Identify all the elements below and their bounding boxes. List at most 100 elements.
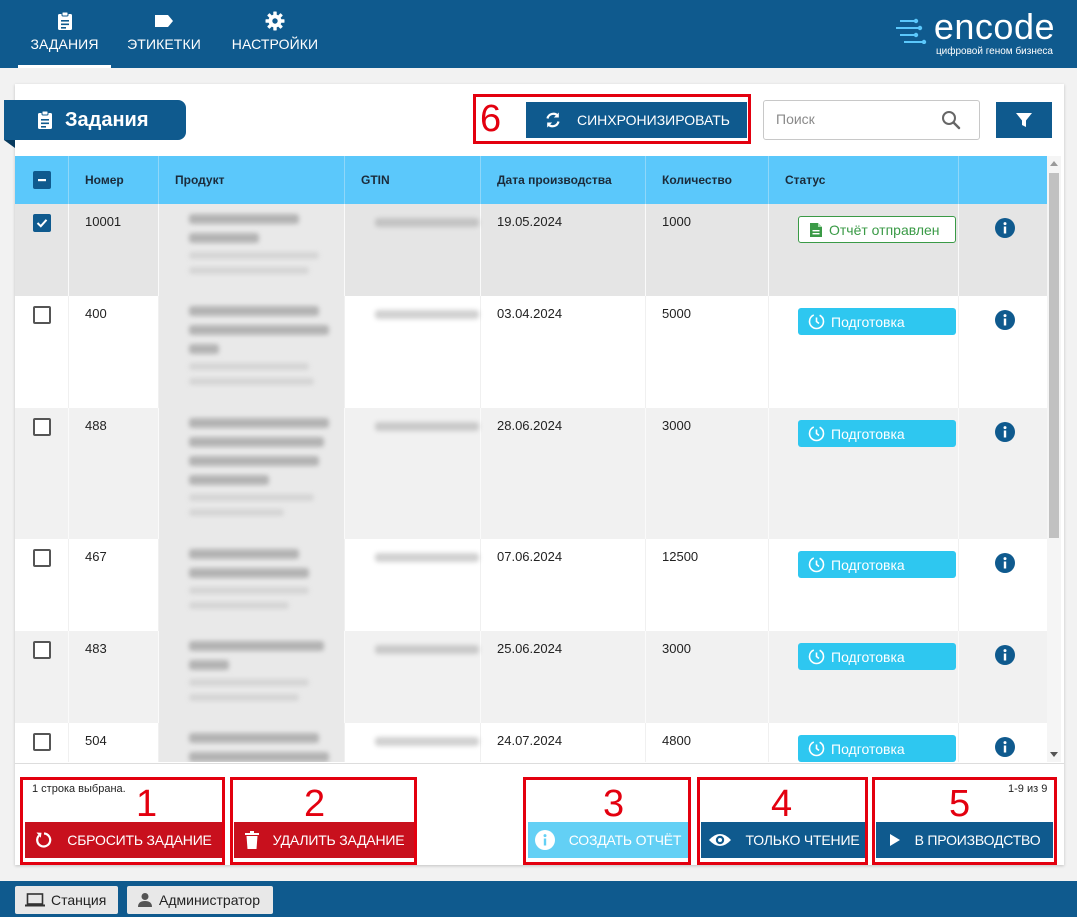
filter-icon bbox=[1015, 111, 1033, 129]
encode-logo: encode цифровой геном бизнеса bbox=[895, 9, 1055, 57]
row-checkbox[interactable] bbox=[32, 641, 51, 659]
column-header-actions bbox=[959, 156, 1049, 204]
info-icon[interactable] bbox=[995, 645, 1015, 665]
clipboard-icon bbox=[37, 110, 53, 130]
cell-product-redacted bbox=[159, 296, 345, 408]
cell-product-redacted bbox=[159, 204, 345, 296]
nav-tab-tasks[interactable]: ЗАДАНИЯ bbox=[18, 0, 111, 68]
row-checkbox[interactable] bbox=[32, 306, 51, 324]
status-badge: Отчёт отправлен bbox=[798, 216, 956, 243]
preparation-icon bbox=[808, 740, 825, 757]
create-report-button[interactable]: СОЗДАТЬ ОТЧЁТ bbox=[528, 822, 688, 858]
column-header-status[interactable]: Статус bbox=[769, 156, 959, 204]
row-checkbox[interactable] bbox=[32, 549, 51, 567]
table-row[interactable]: 504 24.07.2024 4800 Подготовка bbox=[15, 723, 1049, 762]
search-box[interactable] bbox=[763, 100, 980, 140]
cell-quantity: 3000 bbox=[646, 408, 769, 539]
annotation-number-5: 5 bbox=[949, 783, 971, 825]
table-row[interactable]: 483 25.06.2024 3000 Подготовка bbox=[15, 631, 1049, 723]
table-header: Номер Продукт GTIN Дата производства Кол… bbox=[15, 156, 1049, 204]
user-icon bbox=[137, 892, 153, 908]
status-badge: Подготовка bbox=[798, 420, 956, 447]
tag-icon bbox=[154, 10, 174, 32]
row-select-cell bbox=[15, 631, 69, 723]
filter-button[interactable] bbox=[996, 102, 1052, 138]
circuit-logo-icon bbox=[895, 16, 928, 44]
info-icon[interactable] bbox=[995, 553, 1015, 573]
delete-task-button[interactable]: УДАЛИТЬ ЗАДАНИЕ bbox=[234, 822, 415, 858]
sync-button[interactable]: СИНХРОНИЗИРОВАТЬ bbox=[526, 102, 747, 138]
eye-icon bbox=[708, 832, 732, 848]
cell-gtin-redacted bbox=[345, 723, 481, 762]
scroll-down-arrow-icon[interactable] bbox=[1050, 752, 1058, 757]
column-header-quantity[interactable]: Количество bbox=[646, 156, 769, 204]
status-label: Подготовка bbox=[831, 556, 905, 573]
column-header-number[interactable]: Номер bbox=[69, 156, 159, 204]
to-production-button[interactable]: В ПРОИЗВОДСТВО bbox=[876, 822, 1053, 858]
column-header-date[interactable]: Дата производства bbox=[481, 156, 646, 204]
table-row[interactable]: 400 03.04.2024 5000 Подготовка bbox=[15, 296, 1049, 408]
scroll-up-arrow-icon[interactable] bbox=[1050, 161, 1058, 166]
cell-actions bbox=[959, 723, 1049, 762]
nav-tab-settings[interactable]: НАСТРОЙКИ bbox=[226, 0, 324, 68]
brand-tagline: цифровой геном бизнеса bbox=[935, 46, 1053, 57]
cell-quantity: 5000 bbox=[646, 296, 769, 408]
annotation-number-2: 2 bbox=[304, 783, 326, 825]
read-only-button[interactable]: ТОЛЬКО ЧТЕНИЕ bbox=[701, 822, 866, 858]
search-icon[interactable] bbox=[941, 110, 961, 135]
table-row[interactable]: 467 07.06.2024 12500 Подготовка bbox=[15, 539, 1049, 631]
select-all-checkbox[interactable] bbox=[32, 171, 51, 189]
table-scrollbar[interactable] bbox=[1047, 156, 1061, 762]
station-label: Станция bbox=[51, 892, 107, 908]
cell-actions bbox=[959, 204, 1049, 296]
preparation-icon bbox=[808, 425, 825, 442]
row-checkbox[interactable] bbox=[32, 418, 51, 436]
cell-date: 19.05.2024 bbox=[481, 204, 646, 296]
sync-button-label: СИНХРОНИЗИРОВАТЬ bbox=[576, 112, 730, 128]
table-row[interactable]: 488 28.06.2024 3000 Подготовка bbox=[15, 408, 1049, 539]
station-button[interactable]: Станция bbox=[15, 886, 118, 914]
cell-quantity: 12500 bbox=[646, 539, 769, 631]
document-icon bbox=[809, 222, 823, 238]
cell-number: 467 bbox=[69, 539, 159, 631]
gear-icon bbox=[265, 10, 285, 32]
reset-task-label: СБРОСИТЬ ЗАДАНИЕ bbox=[67, 832, 212, 848]
cell-date: 07.06.2024 bbox=[481, 539, 646, 631]
cell-product-redacted bbox=[159, 539, 345, 631]
table-row[interactable]: 10001 19.05.2024 1000 Отчёт отправлен bbox=[15, 204, 1049, 296]
info-icon[interactable] bbox=[995, 310, 1015, 330]
info-icon[interactable] bbox=[995, 422, 1015, 442]
status-badge: Подготовка bbox=[798, 308, 956, 335]
laptop-icon bbox=[25, 893, 45, 907]
cell-status: Подготовка bbox=[769, 723, 959, 762]
user-button[interactable]: Администратор bbox=[127, 886, 273, 914]
preparation-icon bbox=[808, 648, 825, 665]
preparation-icon bbox=[808, 556, 825, 573]
delete-task-label: УДАЛИТЬ ЗАДАНИЕ bbox=[272, 832, 405, 848]
user-label: Администратор bbox=[159, 892, 261, 908]
column-header-gtin[interactable]: GTIN bbox=[345, 156, 481, 204]
create-report-label: СОЗДАТЬ ОТЧЁТ bbox=[568, 832, 682, 848]
preparation-icon bbox=[808, 313, 825, 330]
cell-number: 483 bbox=[69, 631, 159, 723]
status-label: Подготовка bbox=[831, 313, 905, 330]
scrollbar-thumb[interactable] bbox=[1049, 173, 1059, 538]
select-all-cell bbox=[15, 156, 69, 204]
row-select-cell bbox=[15, 408, 69, 539]
info-icon[interactable] bbox=[995, 737, 1015, 757]
page-title: Задания bbox=[65, 108, 149, 131]
cell-gtin-redacted bbox=[345, 539, 481, 631]
annotation-number-1: 1 bbox=[136, 783, 158, 825]
row-checkbox[interactable] bbox=[32, 733, 51, 751]
cell-gtin-redacted bbox=[345, 631, 481, 723]
trash-icon bbox=[244, 831, 259, 849]
search-input[interactable] bbox=[776, 111, 936, 127]
row-checkbox[interactable] bbox=[32, 214, 51, 232]
nav-tab-labels[interactable]: ЭТИКЕТКИ bbox=[122, 0, 206, 68]
info-icon[interactable] bbox=[995, 218, 1015, 238]
status-label: Подготовка bbox=[831, 648, 905, 665]
reset-task-button[interactable]: СБРОСИТЬ ЗАДАНИЕ bbox=[25, 822, 222, 858]
cell-date: 28.06.2024 bbox=[481, 408, 646, 539]
footer-divider bbox=[15, 763, 1064, 764]
column-header-product[interactable]: Продукт bbox=[159, 156, 345, 204]
